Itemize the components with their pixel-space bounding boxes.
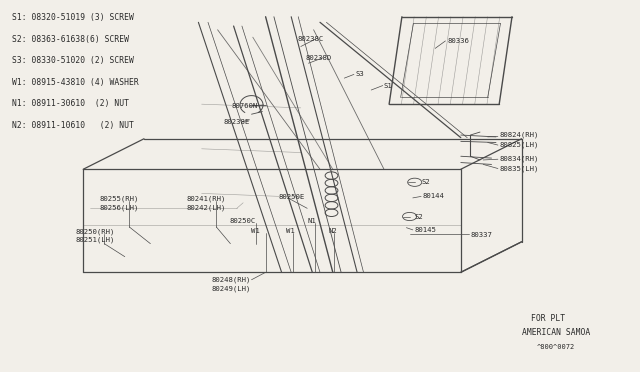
Text: S2: 08363-61638(6) SCREW: S2: 08363-61638(6) SCREW <box>12 35 129 44</box>
Text: S1: S1 <box>384 83 393 89</box>
Text: 80256(LH): 80256(LH) <box>99 204 139 211</box>
Text: 80238E: 80238E <box>224 119 250 125</box>
Text: 80250C: 80250C <box>229 218 255 224</box>
Text: 80251(LH): 80251(LH) <box>76 237 115 243</box>
Text: 80250E: 80250E <box>278 194 305 200</box>
Text: 80145: 80145 <box>415 227 436 233</box>
Text: S3: S3 <box>355 71 364 77</box>
Text: N1: N1 <box>307 218 316 224</box>
Text: S2: S2 <box>421 179 430 185</box>
Text: W1: W1 <box>286 228 295 234</box>
Text: 80825(LH): 80825(LH) <box>499 141 539 148</box>
Text: 80337: 80337 <box>470 232 492 238</box>
Text: N2: N2 <box>328 228 337 234</box>
Text: S1: 08320-51019 (3) SCREW: S1: 08320-51019 (3) SCREW <box>12 13 133 22</box>
Text: S3: 08330-51020 (2) SCREW: S3: 08330-51020 (2) SCREW <box>12 56 133 65</box>
Text: 80250(RH): 80250(RH) <box>76 228 115 235</box>
Text: AMERICAN SAMOA: AMERICAN SAMOA <box>522 328 590 337</box>
Text: ^800^0072: ^800^0072 <box>536 344 575 350</box>
Text: 80144: 80144 <box>422 193 444 199</box>
Text: S2: S2 <box>415 214 424 219</box>
Text: 80835(LH): 80835(LH) <box>499 165 539 172</box>
Text: 80760N: 80760N <box>232 103 258 109</box>
Text: 80241(RH): 80241(RH) <box>187 196 227 202</box>
Text: 80249(LH): 80249(LH) <box>211 285 251 292</box>
Text: N2: 08911-10610   (2) NUT: N2: 08911-10610 (2) NUT <box>12 121 133 130</box>
Text: N1: 08911-30610  (2) NUT: N1: 08911-30610 (2) NUT <box>12 99 129 108</box>
Text: FOR PLT: FOR PLT <box>531 314 565 323</box>
Text: 80238D: 80238D <box>306 55 332 61</box>
Text: 80336: 80336 <box>448 38 470 44</box>
Text: W1: 08915-43810 (4) WASHER: W1: 08915-43810 (4) WASHER <box>12 78 138 87</box>
Text: 80248(RH): 80248(RH) <box>211 276 251 283</box>
Text: 80834(RH): 80834(RH) <box>499 156 539 163</box>
Text: W1: W1 <box>251 228 260 234</box>
Text: 80238C: 80238C <box>298 36 324 42</box>
Text: 80255(RH): 80255(RH) <box>99 196 139 202</box>
Text: 80824(RH): 80824(RH) <box>499 132 539 138</box>
Text: 80242(LH): 80242(LH) <box>187 204 227 211</box>
